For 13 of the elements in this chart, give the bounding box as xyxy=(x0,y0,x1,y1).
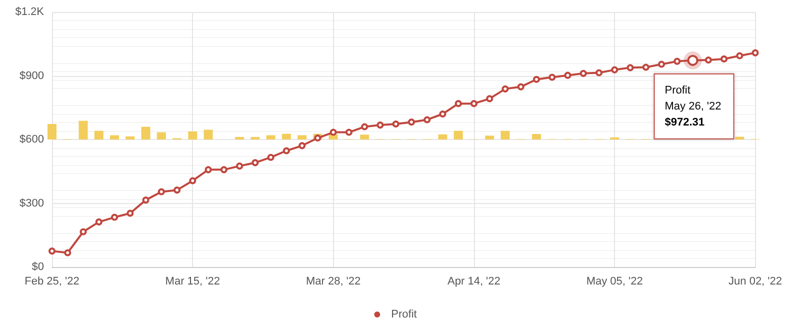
y-tick-label: $0 xyxy=(32,261,44,273)
y-tick-label: $900 xyxy=(20,70,44,82)
y-tick-label: $300 xyxy=(20,197,44,210)
x-tick-label: Mar 15, '22 xyxy=(165,276,220,288)
y-tick-label: $1.2K xyxy=(15,6,45,18)
y-tick-label: $600 xyxy=(20,134,44,146)
annotation: Profit May 26, '22 $972.31 xyxy=(664,84,722,128)
x-tick-label: May 05, '22 xyxy=(586,276,643,288)
text: Profit xyxy=(391,308,417,320)
x-tick-label: Feb 25, '22 xyxy=(24,276,80,288)
x-tick-label: Mar 28, '22 xyxy=(306,276,361,288)
x-tick-label: Apr 14, '22 xyxy=(448,276,500,288)
x-tick-label: Jun 02, '22 xyxy=(728,276,782,288)
